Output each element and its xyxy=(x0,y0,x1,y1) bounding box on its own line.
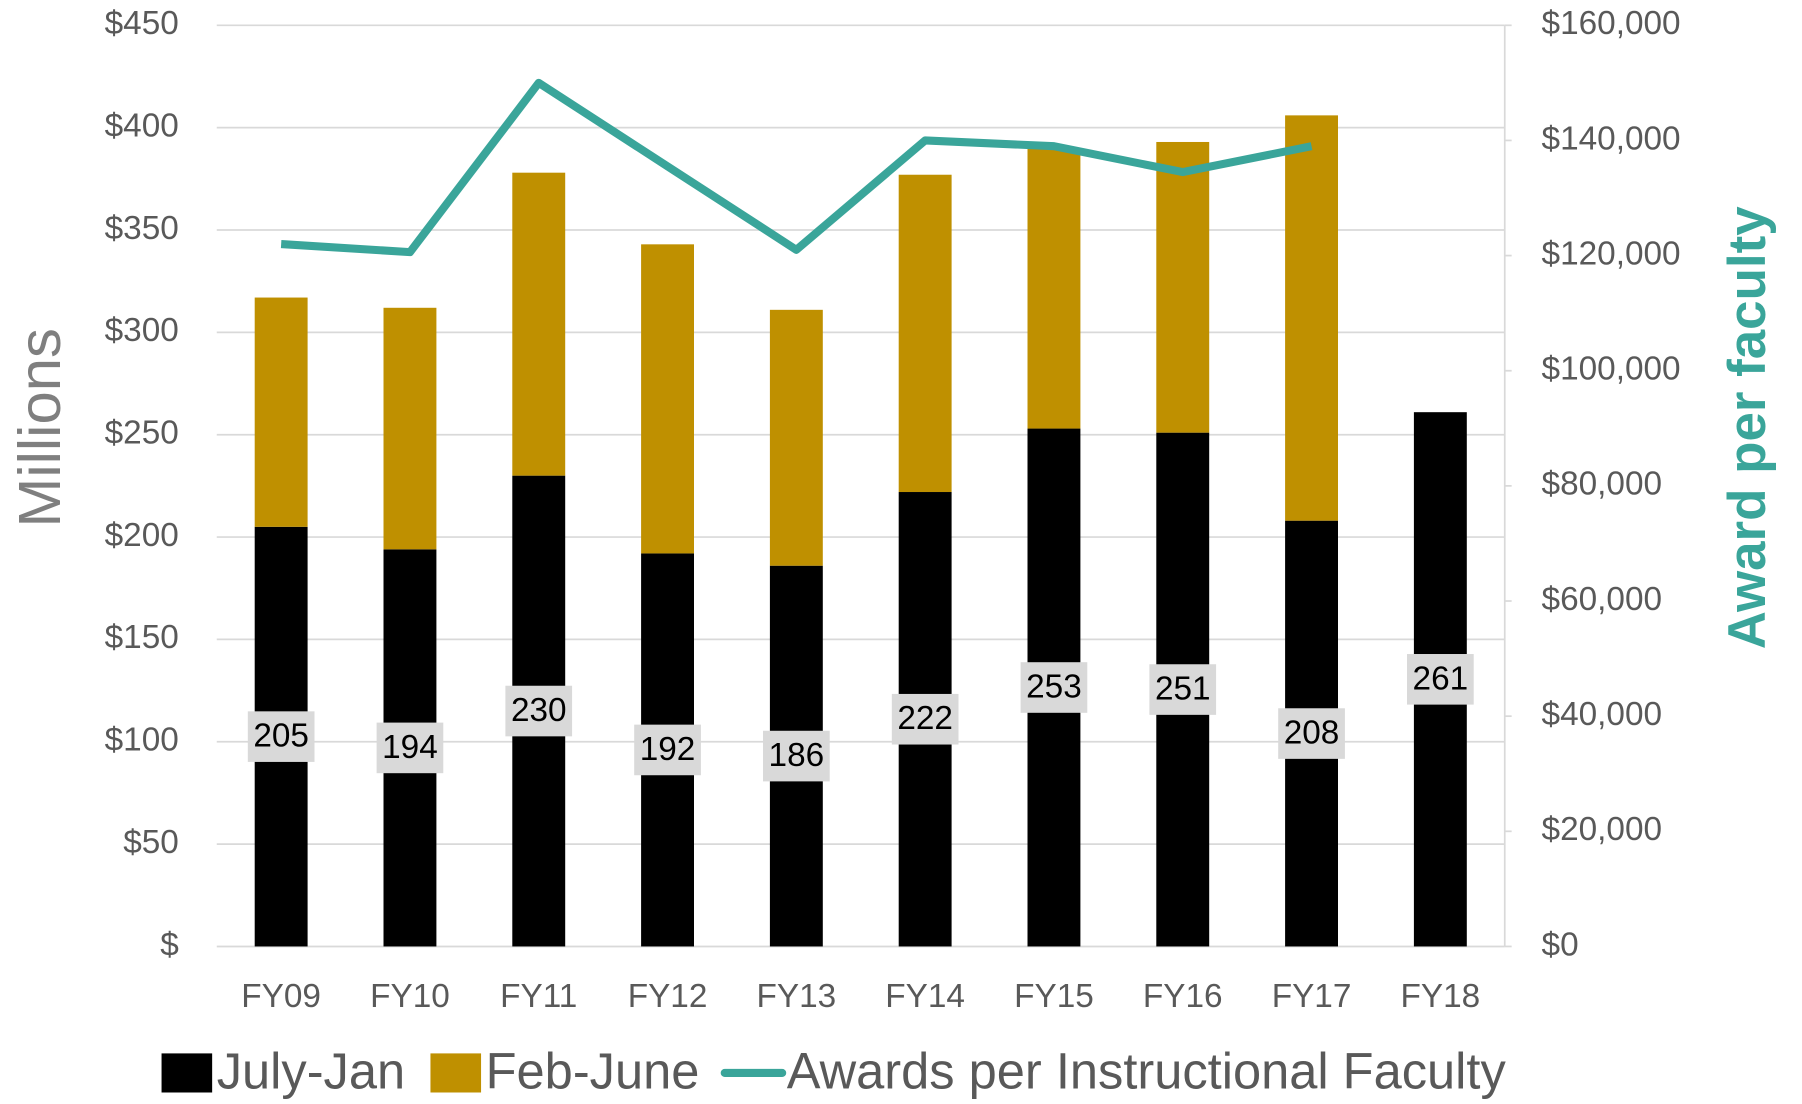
data-label: 261 xyxy=(1413,660,1469,697)
bar-segment xyxy=(1027,148,1081,429)
x-tick-label: FY11 xyxy=(500,978,577,1015)
data-label-box xyxy=(376,722,444,774)
y2-tick-label: $120,000 xyxy=(1542,235,1681,272)
y-tick-label: $350 xyxy=(105,210,179,247)
data-label-box xyxy=(634,724,701,776)
line xyxy=(280,78,1313,257)
bar-segment xyxy=(1156,141,1210,433)
data-label-box xyxy=(891,693,959,745)
x-tick-label: FY14 xyxy=(885,978,965,1015)
y2-tick-label: $160,000 xyxy=(1542,5,1681,42)
data-label: 222 xyxy=(897,700,953,737)
data-label-box xyxy=(505,685,573,737)
x-tick-label: FY09 xyxy=(241,978,321,1015)
data-label: 230 xyxy=(511,692,567,729)
y-tick-label: $150 xyxy=(105,619,179,656)
data-label: 253 xyxy=(1026,668,1082,705)
y-tick-label: $400 xyxy=(105,107,179,144)
legend-label: Feb-June xyxy=(486,1043,700,1100)
y-tick-label: $ xyxy=(160,926,179,963)
bar-segment xyxy=(898,174,952,493)
y2-axis-label: Award per faculty xyxy=(1718,206,1777,649)
y-tick-label: $100 xyxy=(105,722,179,759)
bar-segment xyxy=(1285,115,1338,521)
x-tick-label: FY17 xyxy=(1272,978,1352,1015)
bar-segment xyxy=(769,309,823,566)
y2-tick-label: $40,000 xyxy=(1542,696,1662,733)
y-tick-label: $200 xyxy=(105,517,179,554)
data-label: 251 xyxy=(1155,671,1211,708)
data-label-box xyxy=(763,730,830,782)
data-label-box xyxy=(1407,654,1474,705)
y2-tick-label: $60,000 xyxy=(1542,581,1662,618)
bar-segment xyxy=(383,307,437,550)
x-tick-label: FY18 xyxy=(1401,978,1481,1015)
data-label-box xyxy=(1278,708,1345,759)
data-label-box xyxy=(247,711,315,762)
y2-tick-label: $80,000 xyxy=(1542,466,1662,503)
legend-swatch xyxy=(161,1053,213,1093)
y-tick-label: $250 xyxy=(105,415,179,452)
x-tick-label: FY12 xyxy=(628,978,708,1015)
x-tick-label: FY16 xyxy=(1143,978,1223,1015)
bar-segment xyxy=(254,297,308,527)
data-label-box xyxy=(1020,662,1088,713)
x-tick-label: FY10 xyxy=(370,978,450,1015)
data-label-box xyxy=(1149,664,1217,715)
data-label: 205 xyxy=(253,718,309,755)
bar-segment xyxy=(641,244,694,554)
x-tick-label: FY13 xyxy=(757,978,837,1015)
y-tick-label: $450 xyxy=(105,5,179,42)
y-axis-label: Millions xyxy=(6,328,73,527)
y2-tick-label: $20,000 xyxy=(1542,811,1662,848)
data-label: 186 xyxy=(769,737,825,774)
data-label: 192 xyxy=(640,731,696,768)
x-tick-label: FY15 xyxy=(1014,978,1094,1015)
legend-swatch xyxy=(430,1053,482,1093)
data-label: 194 xyxy=(382,729,438,766)
y2-tick-label: $0 xyxy=(1542,926,1579,963)
data-label: 208 xyxy=(1284,715,1340,752)
y-tick-label: $50 xyxy=(123,824,179,861)
legend-label: Awards per Instructional Faculty xyxy=(787,1043,1507,1100)
y-tick-label: $300 xyxy=(105,312,179,349)
legend-label: July-Jan xyxy=(217,1043,405,1100)
bar-segment xyxy=(512,172,566,476)
y2-tick-label: $140,000 xyxy=(1542,120,1681,157)
y2-tick-label: $100,000 xyxy=(1542,351,1681,388)
